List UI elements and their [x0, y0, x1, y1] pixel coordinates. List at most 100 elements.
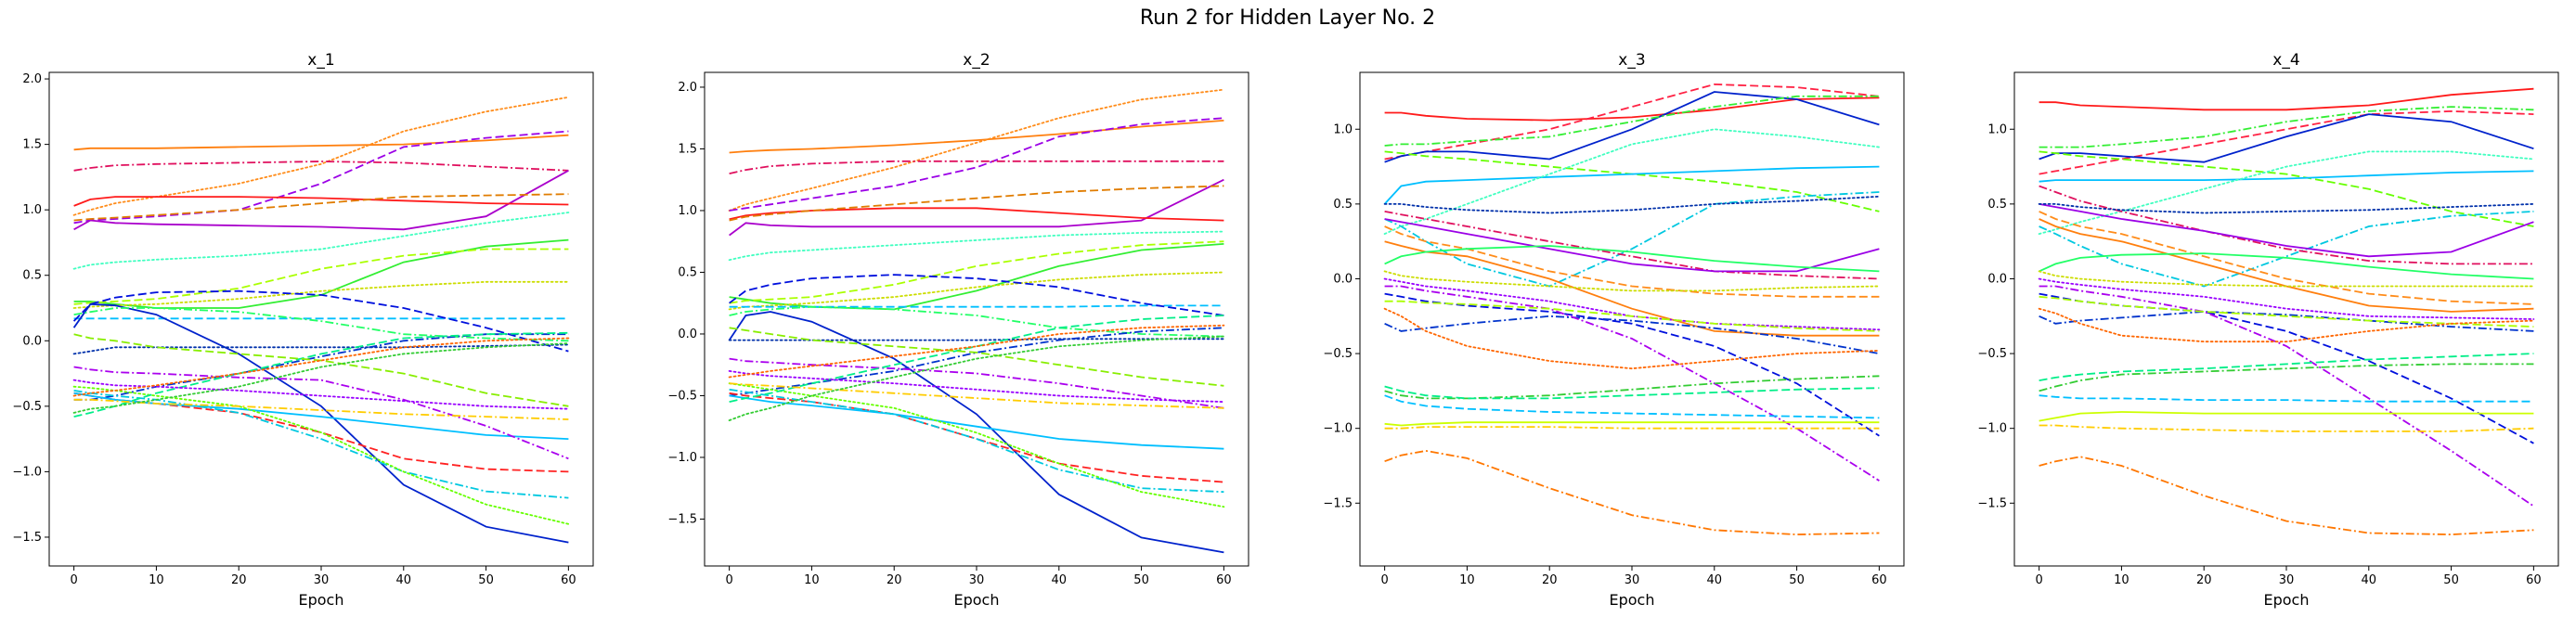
y-tick-label: −1.5	[667, 512, 697, 526]
series-line-1	[2039, 87, 2534, 111]
series-line-3	[729, 117, 1224, 212]
series-line-1	[73, 134, 569, 151]
series-line-6	[1383, 165, 1880, 205]
y-tick-label: 0.0	[1987, 272, 2007, 286]
series-line-2	[2039, 109, 2534, 175]
x-axis-label: Epoch	[954, 591, 1000, 609]
series-line-13	[2039, 252, 2534, 280]
series-line-25	[1384, 421, 1880, 427]
series-line-11	[1384, 211, 1880, 280]
x-axis-label: Epoch	[1610, 591, 1655, 609]
series-group	[2038, 87, 2535, 536]
y-tick-label: 2.0	[678, 81, 697, 95]
y-tick-label: 0.0	[1333, 272, 1353, 286]
series-line-11	[72, 280, 570, 309]
series-line-8	[1384, 191, 1880, 288]
series-line-19	[73, 392, 569, 440]
series-line-3	[2039, 113, 2534, 163]
series-line-28	[728, 324, 1225, 379]
series-line-20	[1384, 300, 1880, 332]
x-tick-label: 60	[1871, 573, 1887, 587]
series-line-3	[73, 130, 569, 225]
x-tick-label: 60	[561, 573, 576, 587]
y-tick-label: −1.0	[1323, 422, 1353, 436]
series-line-10	[729, 240, 1224, 304]
y-tick-label: 0.5	[678, 265, 697, 279]
series-line-4	[1384, 95, 1880, 147]
series-line-10	[1384, 225, 1880, 298]
y-tick-label: −0.5	[12, 400, 42, 414]
series-line-9	[2039, 218, 2534, 313]
y-tick-label: 1.0	[678, 204, 697, 218]
y-tick-label: −1.0	[12, 465, 42, 479]
series-line-21	[728, 382, 1225, 508]
series-line-16	[72, 343, 570, 355]
x-axis-label: Epoch	[2264, 591, 2310, 609]
series-group	[72, 96, 570, 544]
y-tick-label: 0.5	[22, 269, 42, 283]
x-tick-label: 20	[2196, 573, 2212, 587]
x-tick-label: 0	[725, 573, 732, 587]
series-line-19	[729, 394, 1224, 450]
series-group	[1383, 83, 1881, 536]
series-line-14	[2038, 202, 2535, 214]
series-line-24	[1384, 394, 1880, 419]
series-line-24	[729, 327, 1224, 387]
x-tick-label: 0	[1380, 573, 1388, 587]
series-line-12	[729, 304, 1224, 308]
series-line-5	[2039, 150, 2534, 227]
series-line-8	[728, 230, 1225, 262]
y-tick-label: 1.0	[1987, 122, 2007, 136]
series-line-4	[2039, 106, 2534, 148]
series-line-2	[72, 96, 570, 216]
subplot-title: x_2	[963, 51, 990, 70]
series-line-5	[1384, 150, 1880, 212]
series-line-22	[1384, 375, 1880, 400]
series-line-25	[2039, 411, 2534, 422]
x-tick-label: 50	[1789, 573, 1805, 587]
x-tick-label: 40	[396, 573, 412, 587]
series-line-14	[72, 302, 569, 544]
y-tick-label: 1.0	[1333, 122, 1353, 136]
series-line-16	[728, 338, 1225, 341]
series-line-24	[73, 333, 569, 407]
series-line-17	[1384, 285, 1880, 482]
x-tick-label: 20	[887, 573, 902, 587]
series-line-7	[2038, 150, 2535, 236]
x-tick-label: 60	[1216, 573, 1232, 587]
y-tick-label: 2.0	[22, 72, 42, 86]
figure-title: Run 2 for Hidden Layer No. 2	[1140, 6, 1435, 30]
y-tick-label: 0.5	[1333, 198, 1353, 212]
y-tick-label: −0.5	[1323, 347, 1353, 361]
series-line-4	[729, 160, 1224, 174]
subplot-title: x_3	[1618, 51, 1645, 70]
series-line-8	[72, 212, 570, 270]
x-tick-label: 10	[2114, 573, 2129, 587]
series-line-26	[73, 398, 569, 420]
y-tick-label: 1.5	[678, 142, 697, 156]
series-line-15	[729, 305, 1224, 338]
x-tick-label: 30	[1625, 573, 1640, 587]
series-line-13	[729, 274, 1224, 316]
series-line-7	[729, 185, 1224, 222]
series-line-13	[1384, 245, 1880, 273]
series-line-25	[72, 379, 570, 410]
series-line-9	[1384, 240, 1880, 337]
series-line-5	[73, 170, 569, 231]
series-line-27	[1384, 449, 1880, 536]
y-tick-label: −0.5	[667, 389, 697, 403]
series-line-1	[1384, 96, 1880, 122]
series-line-22	[2039, 363, 2534, 392]
series-line-7	[73, 193, 569, 222]
x-tick-label: 30	[969, 573, 985, 587]
y-tick-label: −1.0	[667, 451, 697, 465]
series-line-1	[729, 120, 1224, 154]
x-tick-label: 50	[1133, 573, 1149, 587]
x-tick-label: 30	[2279, 573, 2295, 587]
series-line-12	[1384, 218, 1880, 273]
subplot-2: x_2 0 10 20 30 40 50 60 −1.5 −1.0 −0.5 0.0 0.5 1.0 1.5…	[667, 51, 1249, 609]
series-line-18	[1383, 277, 1881, 331]
series-line-6	[73, 196, 569, 207]
x-tick-label: 40	[1707, 573, 1723, 587]
